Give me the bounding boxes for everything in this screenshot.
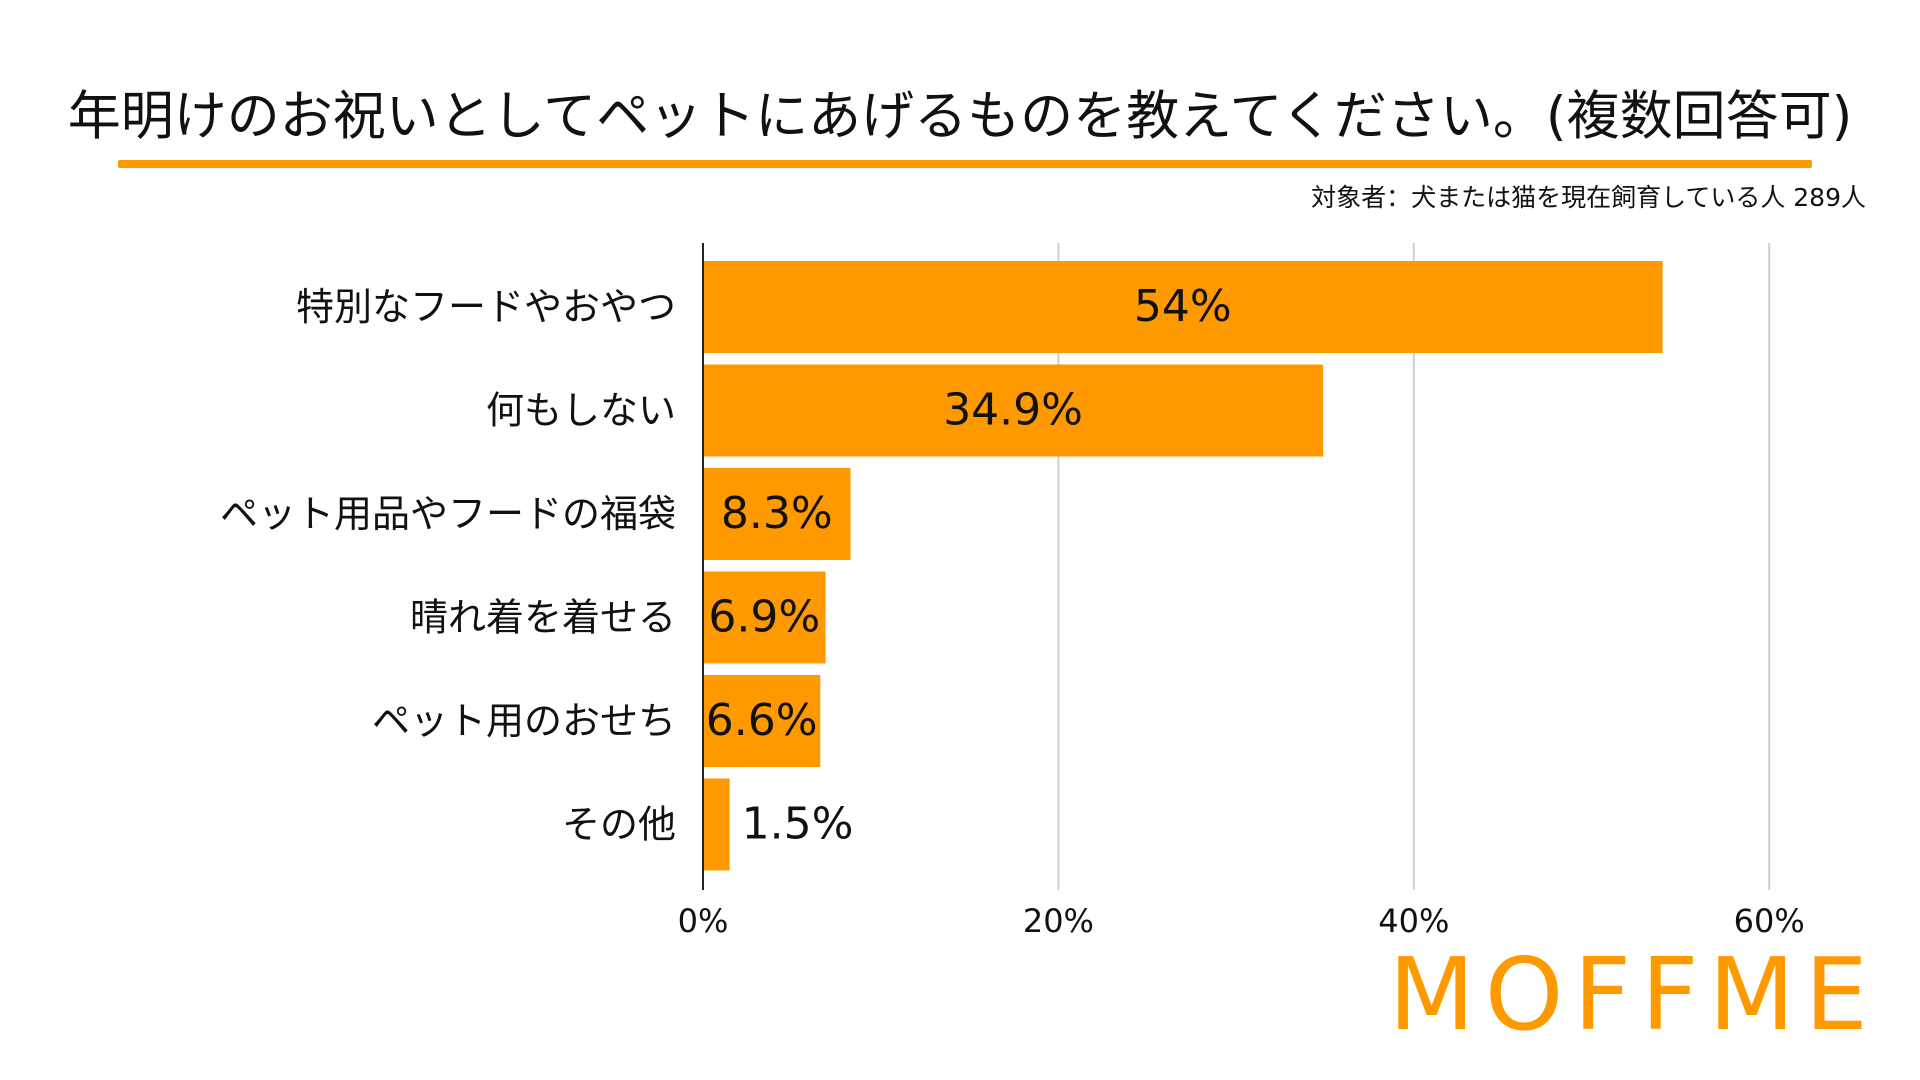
moffme-logo: MOFFME (1388, 936, 1878, 1053)
bar (703, 675, 821, 767)
x-tick-label: 0% (678, 902, 729, 940)
bar (703, 778, 730, 871)
bar-value-label: 8.3% (721, 488, 833, 539)
category-label: 何もしない (486, 389, 676, 433)
category-label: 特別なフードやおやつ (296, 285, 676, 329)
bar (703, 364, 1324, 457)
category-label: 晴れ着を着せる (410, 596, 676, 640)
chart-subtitle: 対象者：犬または猫を現在飼育している人 289人 (1311, 183, 1866, 212)
bar-value-label: 1.5% (742, 799, 854, 850)
bar-value-label: 6.6% (706, 695, 818, 746)
bar (703, 261, 1663, 353)
bar (703, 571, 826, 664)
bar-value-label: 6.9% (708, 592, 820, 643)
bar (703, 468, 851, 560)
category-label: その他 (562, 803, 676, 847)
x-tick-label: 40% (1378, 902, 1449, 940)
category-label: ペット用のおせち (372, 699, 676, 743)
x-tick-label: 60% (1734, 902, 1805, 940)
bar-value-label: 54% (1134, 281, 1232, 332)
x-tick-labels: 0% 20% 40% 60% (678, 902, 1805, 940)
bar-value-label: 34.9% (943, 385, 1083, 436)
category-labels: 特別なフードやおやつ何もしないペット用品やフードの福袋晴れ着を着せるペット用のお… (220, 285, 676, 847)
title-underline (118, 160, 1812, 168)
bar-labels: 54% 34.9% 8.3% 6.9% 6.6% 1.5% (706, 281, 1232, 850)
bars (703, 261, 1663, 871)
chart-title: 年明けのお祝いとしてペットにあげるものを教えてください。(複数回答可) (67, 86, 1853, 147)
category-label: ペット用品やフードの福袋 (220, 492, 676, 536)
x-tick-label: 20% (1023, 902, 1094, 940)
